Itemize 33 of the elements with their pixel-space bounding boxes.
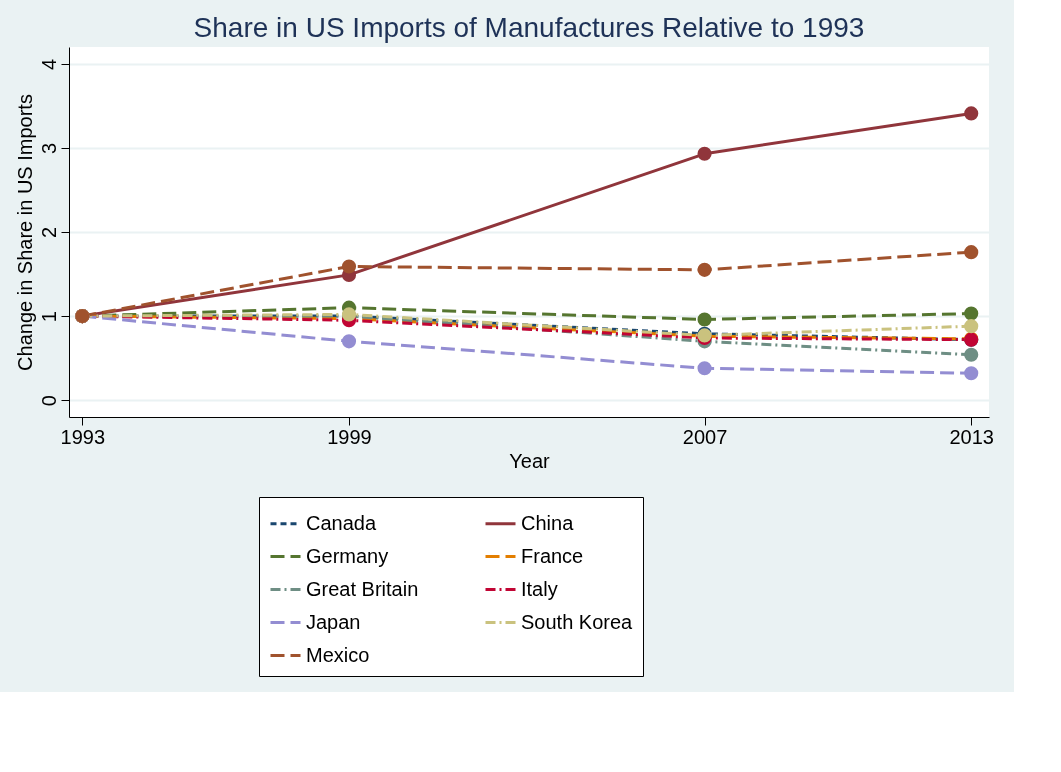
x-axis-title: Year bbox=[509, 449, 551, 472]
y-tick-label: 0 bbox=[37, 395, 60, 407]
x-tick-label: 1993 bbox=[60, 425, 106, 448]
y-tick-label: 4 bbox=[37, 58, 60, 70]
point bbox=[964, 245, 979, 260]
point bbox=[964, 347, 979, 362]
point bbox=[964, 319, 979, 334]
legend-label: Canada bbox=[306, 511, 377, 534]
x-tick-label: 2013 bbox=[949, 425, 994, 448]
legend-label: South Korea bbox=[521, 610, 634, 633]
point bbox=[964, 366, 979, 381]
legend-label: China bbox=[521, 511, 575, 534]
point bbox=[697, 146, 712, 161]
legend-label: Germany bbox=[306, 544, 389, 567]
y-axis-title: Change in Share in US Imports bbox=[13, 94, 36, 371]
point bbox=[341, 334, 357, 349]
point bbox=[697, 361, 712, 376]
point bbox=[697, 312, 712, 327]
x-tick-label: 1999 bbox=[327, 425, 372, 448]
legend-label: Italy bbox=[521, 577, 558, 600]
point bbox=[697, 262, 712, 277]
legend-label: France bbox=[521, 544, 584, 567]
x-tick-label: 2007 bbox=[682, 425, 728, 448]
y-tick-label: 2 bbox=[37, 226, 60, 239]
legend-label: Great Britain bbox=[306, 577, 419, 600]
point bbox=[341, 259, 357, 274]
point bbox=[964, 106, 979, 121]
y-tick-label: 3 bbox=[37, 142, 60, 154]
legend-label: Mexico bbox=[306, 643, 370, 666]
chart-title: Share in US Imports of Manufactures Relative to 1993 bbox=[193, 12, 865, 43]
y-tick-label: 1 bbox=[37, 311, 60, 323]
point bbox=[964, 306, 979, 321]
legend-label: Japan bbox=[306, 610, 361, 633]
